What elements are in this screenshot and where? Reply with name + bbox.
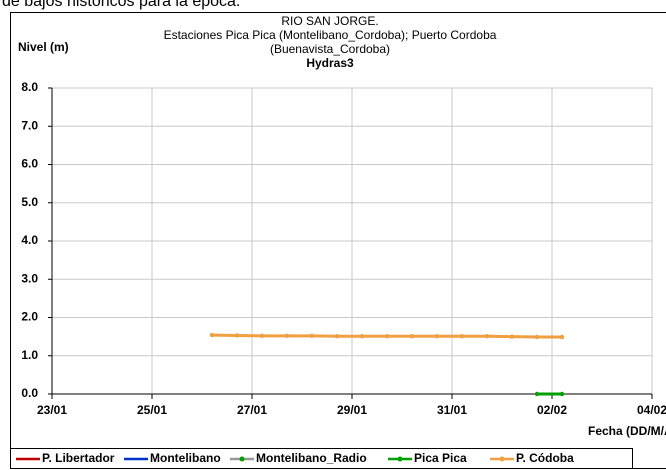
legend-marker <box>499 456 505 462</box>
point <box>484 334 490 339</box>
y-axis-label: Nivel (m) <box>18 40 69 54</box>
chart-title: Hydras3 <box>306 56 354 70</box>
y-tick-label: 2.0 <box>21 310 38 324</box>
point <box>409 334 415 339</box>
x-tick-label: 25/01 <box>137 403 167 417</box>
x-tick-label: 27/01 <box>237 403 267 417</box>
point <box>559 334 565 340</box>
point <box>534 391 540 397</box>
x-tick-label: 04/02 <box>637 403 666 417</box>
legend-label: Montelibano_Radio <box>256 451 367 465</box>
point <box>384 334 390 339</box>
chart-title: (Buenavista_Cordoba) <box>270 42 390 56</box>
legend-label: P. Libertador <box>42 451 115 465</box>
point <box>534 334 540 340</box>
y-tick-label: 6.0 <box>21 157 38 171</box>
chart-title: RIO SAN JORGE. <box>281 14 378 28</box>
x-tick-label: 31/01 <box>437 403 467 417</box>
point <box>434 334 440 339</box>
point <box>509 334 515 339</box>
point <box>459 334 465 339</box>
y-tick-label: 3.0 <box>21 271 38 285</box>
point <box>234 333 240 338</box>
legend-marker <box>239 456 245 462</box>
y-tick-label: 1.0 <box>21 348 38 362</box>
y-tick-label: 4.0 <box>21 233 38 247</box>
point <box>309 333 315 339</box>
point <box>559 391 565 397</box>
legend-label: P. Códoba <box>516 451 574 465</box>
x-tick-label: 29/01 <box>337 403 367 417</box>
point <box>259 333 265 339</box>
page-text: de bajos históricos para la época. <box>2 0 240 10</box>
chart-title: Estaciones Pica Pica (Montelibano_Cordob… <box>164 28 497 42</box>
legend-label: Pica Pica <box>414 451 467 465</box>
point <box>334 334 340 339</box>
y-tick-label: 5.0 <box>21 195 38 209</box>
legend <box>10 448 633 469</box>
point <box>209 332 215 338</box>
x-tick-label: 02/02 <box>537 403 567 417</box>
x-tick-label: 23/01 <box>37 403 67 417</box>
x-axis-label: Fecha (DD/M/AA <box>588 424 666 438</box>
y-tick-label: 7.0 <box>21 118 38 132</box>
point <box>359 334 365 339</box>
y-tick-label: 8.0 <box>21 80 38 94</box>
point <box>284 333 290 339</box>
y-tick-label: 0.0 <box>21 386 38 400</box>
legend-label: Montelibano <box>150 451 221 465</box>
legend-marker <box>397 456 403 462</box>
